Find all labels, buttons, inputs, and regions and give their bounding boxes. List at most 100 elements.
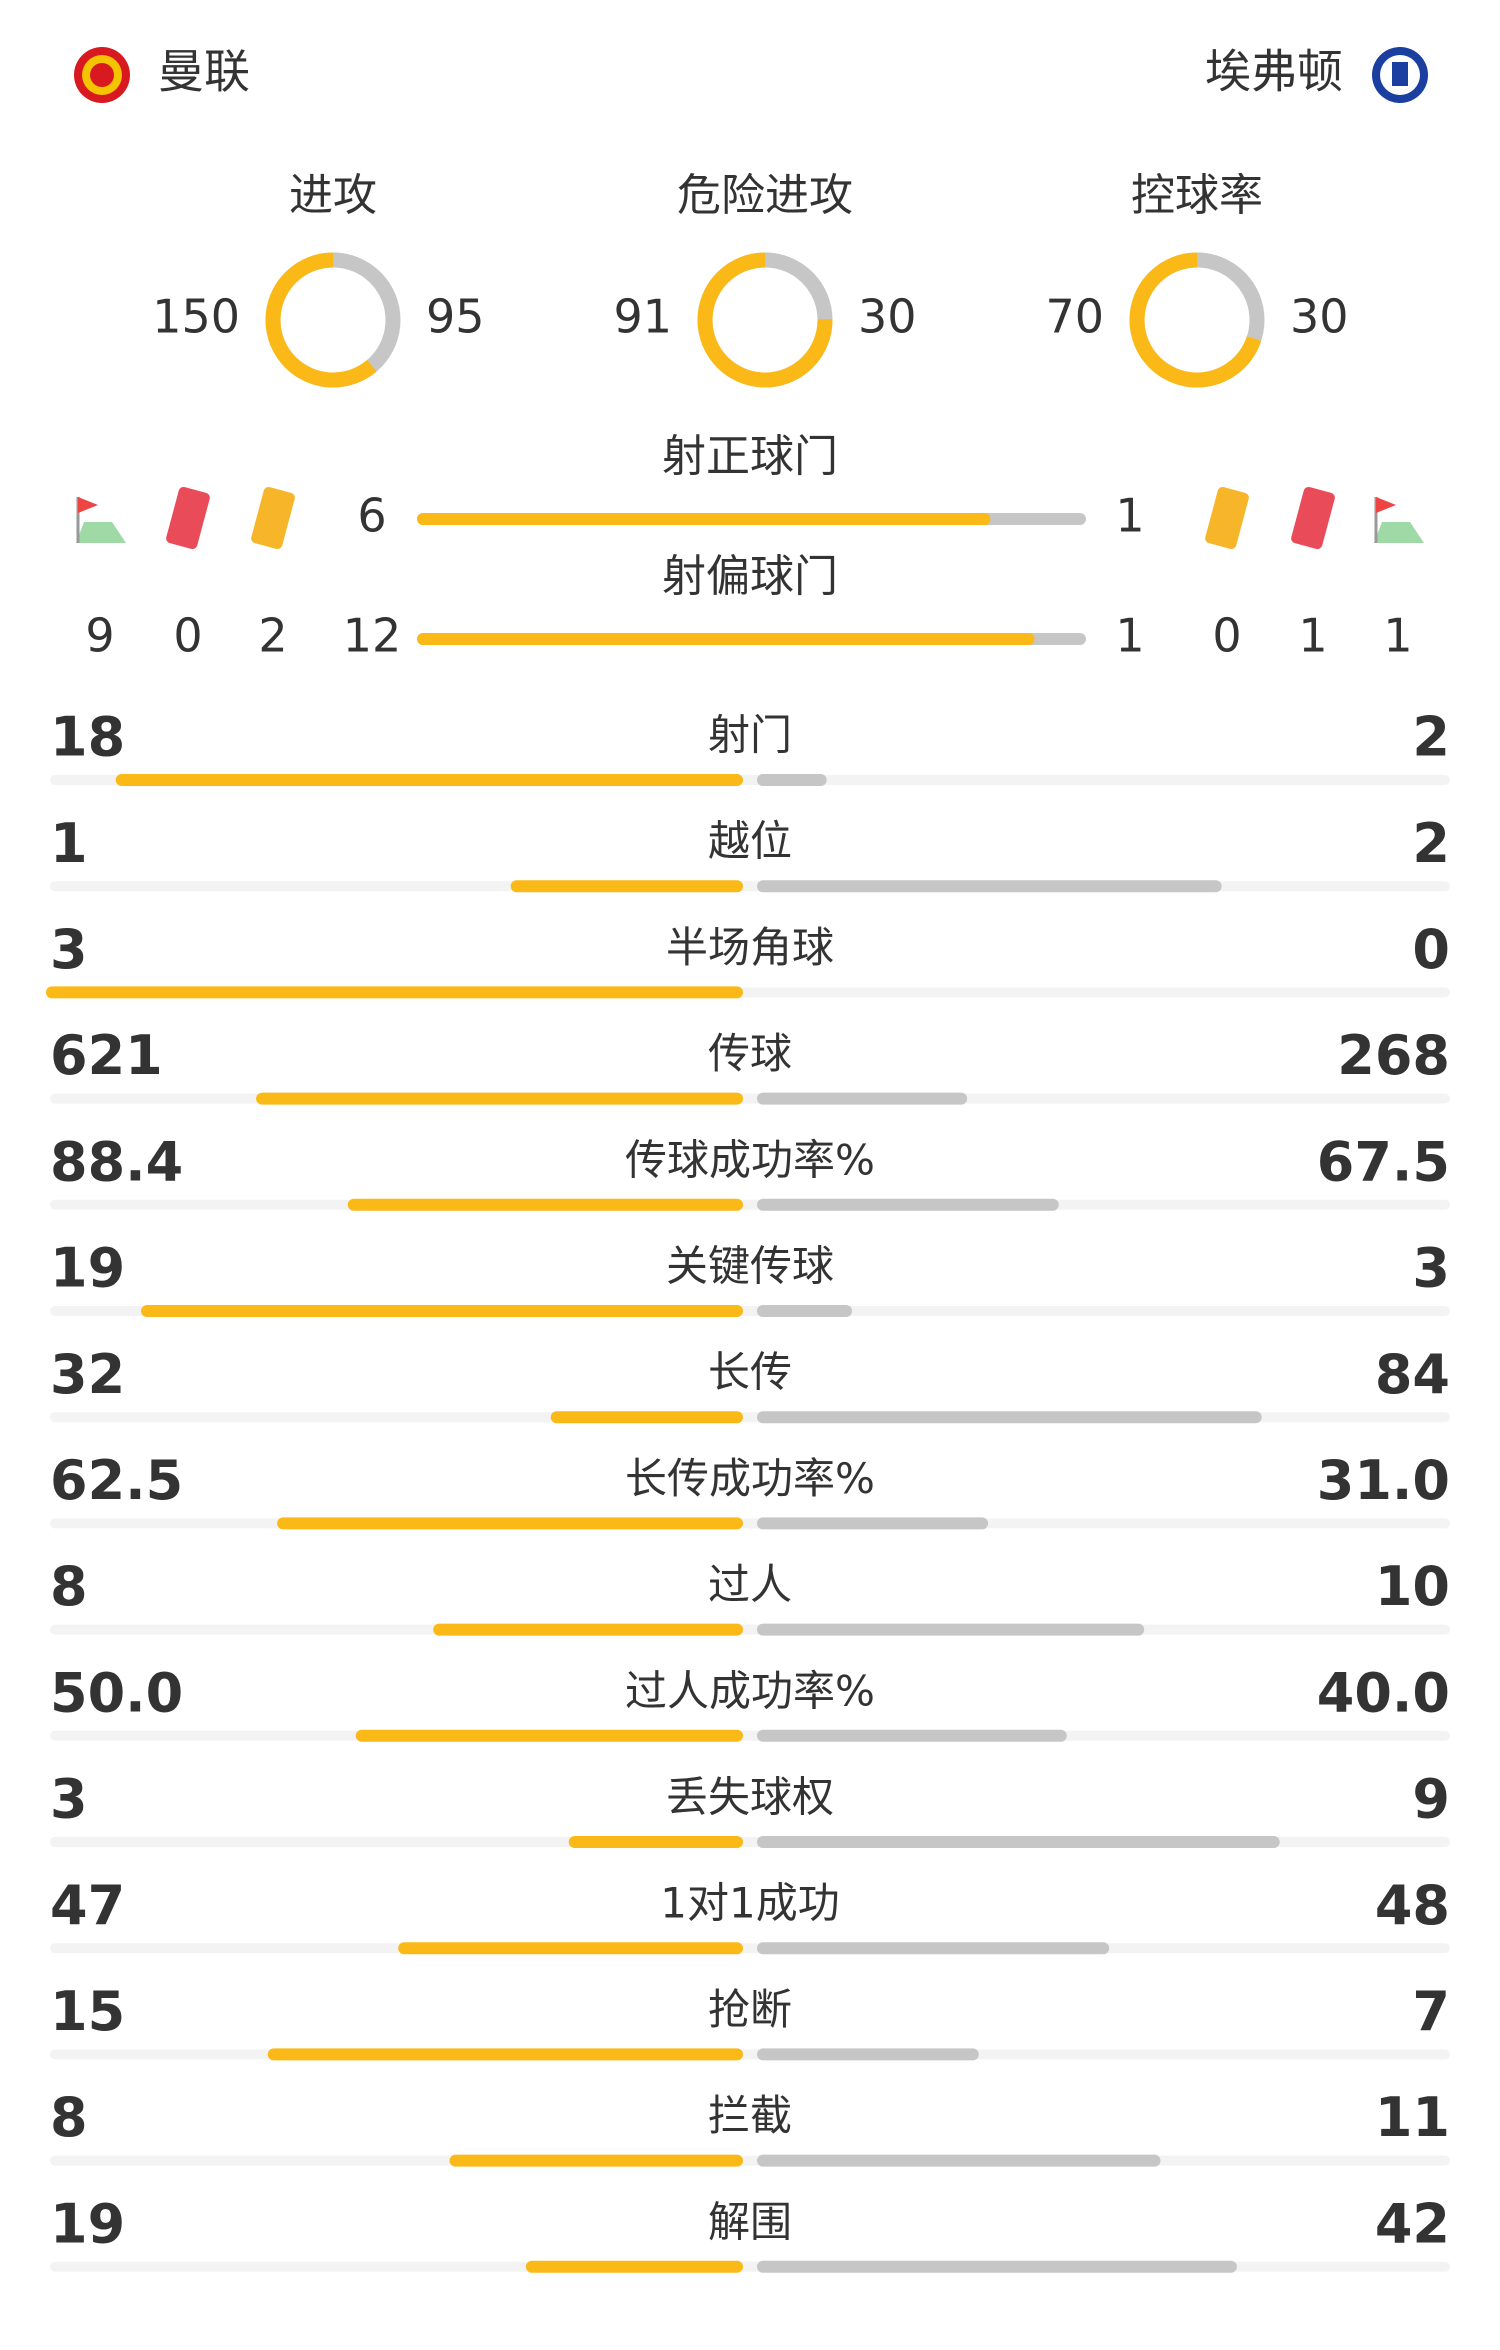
stat-home-bar xyxy=(141,1305,743,1317)
stat-label: 过人成功率% xyxy=(625,1666,875,1715)
stat-away-bar xyxy=(757,1517,989,1530)
stat-away-value: 11 xyxy=(1375,2086,1450,2149)
away-logo xyxy=(1372,47,1428,103)
ring-home-arc xyxy=(697,252,833,388)
discipline-count: 0 xyxy=(1212,609,1241,663)
bar-track xyxy=(50,2261,1450,2272)
shot-away-value: 1 xyxy=(1115,609,1144,663)
stat-away-bar xyxy=(757,2048,979,2061)
stat-home-value: 50.0 xyxy=(50,1661,183,1724)
stat-home-bar xyxy=(46,986,743,999)
stat-home-bar xyxy=(355,1729,743,1742)
stat-home-value: 8 xyxy=(50,2086,88,2149)
stat-away-value: 10 xyxy=(1375,1555,1450,1618)
stat-home-bar xyxy=(510,880,743,893)
stat-home-bar xyxy=(433,1623,743,1636)
stat-label: 拦截 xyxy=(708,2091,792,2140)
away-team-name: 埃弗顿 xyxy=(1205,45,1343,99)
ring-label: 控球率 xyxy=(1131,170,1263,221)
stat-label: 传球成功率% xyxy=(625,1135,875,1184)
stat-away-bar xyxy=(757,1092,968,1105)
stat-home-bar xyxy=(267,2048,743,2061)
stat-away-value: 31.0 xyxy=(1317,1449,1450,1512)
stat-away-bar xyxy=(757,2154,1161,2167)
stat-away-value: 2 xyxy=(1412,706,1450,769)
stat-away-bar xyxy=(757,1623,1145,1636)
discipline-count: 9 xyxy=(85,609,114,663)
stat-home-bar xyxy=(256,1092,743,1105)
stat-label: 关键传球 xyxy=(666,1242,834,1291)
ring-label: 进攻 xyxy=(289,170,377,221)
stat-home-value: 47 xyxy=(50,1874,125,1937)
stat-away-value: 3 xyxy=(1412,1237,1450,1300)
stat-label: 传球 xyxy=(708,1029,792,1078)
stat-away-value: 9 xyxy=(1412,1768,1450,1831)
bar-track xyxy=(50,1943,1450,1954)
ring-away-value: 30 xyxy=(858,290,917,344)
stat-away-value: 268 xyxy=(1337,1024,1450,1087)
stat-away-bar xyxy=(757,880,1222,893)
stat-label: 长传成功率% xyxy=(625,1454,875,1503)
stat-home-value: 3 xyxy=(50,918,88,981)
ring-home-value: 91 xyxy=(613,290,672,344)
ring-away-value: 95 xyxy=(426,290,485,344)
stat-label: 半场角球 xyxy=(666,923,834,972)
home-team-name: 曼联 xyxy=(158,45,250,99)
stat-home-bar xyxy=(550,1411,743,1424)
stat-home-value: 19 xyxy=(50,1237,125,1300)
stat-label: 解围 xyxy=(708,2197,792,2246)
stat-home-value: 1 xyxy=(50,812,88,875)
stat-home-value: 19 xyxy=(50,2192,125,2255)
discipline-count: 2 xyxy=(258,609,287,663)
shot-home-bar xyxy=(417,633,1035,645)
shot-label: 射偏球门 xyxy=(662,551,838,602)
ring-home-arc xyxy=(1129,252,1265,388)
stat-away-bar xyxy=(757,774,827,786)
ring-home-arc xyxy=(265,252,401,388)
shot-label: 射正球门 xyxy=(662,431,838,482)
stat-away-bar xyxy=(757,1305,853,1317)
stat-home-bar xyxy=(398,1942,743,1955)
discipline-count: 0 xyxy=(173,609,202,663)
home-logo xyxy=(74,47,130,103)
bar-track xyxy=(50,1730,1450,1741)
stat-away-value: 48 xyxy=(1375,1874,1450,1937)
bar-track xyxy=(50,2155,1450,2166)
bar-track xyxy=(50,2049,1450,2060)
stat-away-value: 67.5 xyxy=(1317,1130,1450,1193)
stat-home-value: 3 xyxy=(50,1768,88,1831)
stat-home-bar xyxy=(347,1198,743,1211)
stat-home-bar xyxy=(525,2260,743,2273)
stat-away-value: 42 xyxy=(1375,2192,1450,2255)
stat-label: 长传 xyxy=(708,1348,792,1397)
stat-label: 抢断 xyxy=(708,1985,792,2034)
stat-home-value: 15 xyxy=(50,1980,125,2043)
stat-away-value: 40.0 xyxy=(1317,1661,1450,1724)
stat-away-value: 2 xyxy=(1412,812,1450,875)
ring-away-value: 30 xyxy=(1290,290,1349,344)
discipline-count: 1 xyxy=(1298,609,1327,663)
stat-away-value: 0 xyxy=(1412,918,1450,981)
ring-label: 危险进攻 xyxy=(677,170,853,221)
away-icons xyxy=(1205,486,1424,550)
stat-home-value: 621 xyxy=(50,1024,163,1087)
stat-home-bar xyxy=(449,2154,743,2167)
stat-label: 丢失球权 xyxy=(666,1773,834,1822)
stat-home-value: 32 xyxy=(50,1343,125,1406)
stat-label: 射门 xyxy=(708,711,792,760)
home-icons xyxy=(76,486,295,550)
stat-away-value: 7 xyxy=(1412,1980,1450,2043)
stat-away-bar xyxy=(757,1198,1059,1211)
stat-away-bar xyxy=(757,1411,1262,1424)
stat-away-value: 84 xyxy=(1375,1343,1450,1406)
stat-home-value: 62.5 xyxy=(50,1449,183,1512)
shot-home-bar xyxy=(417,513,991,525)
stat-home-value: 8 xyxy=(50,1555,88,1618)
stat-away-bar xyxy=(757,2260,1237,2273)
stat-away-bar xyxy=(757,1729,1067,1742)
stat-label: 越位 xyxy=(708,817,792,866)
stat-label: 1对1成功 xyxy=(660,1879,839,1928)
stat-home-bar xyxy=(568,1836,743,1848)
shot-home-value: 6 xyxy=(357,489,386,543)
